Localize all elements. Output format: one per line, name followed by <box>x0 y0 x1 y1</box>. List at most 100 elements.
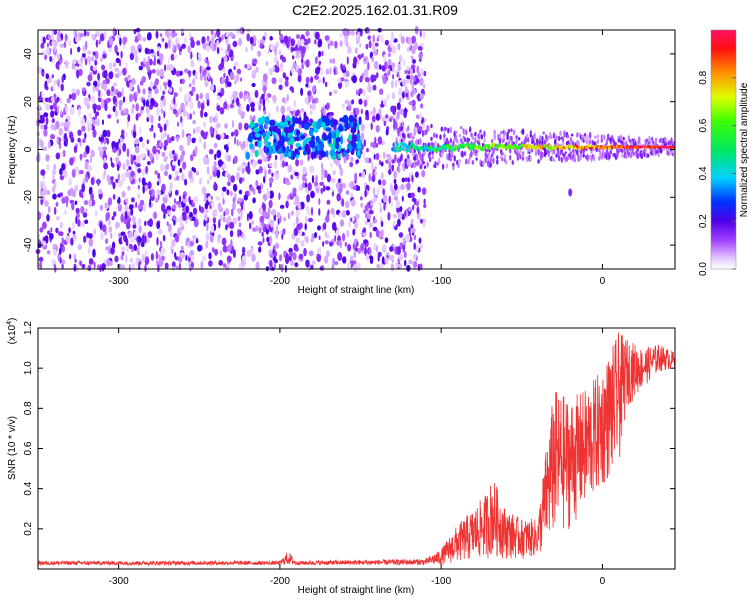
heatmap-cell <box>43 112 49 118</box>
heatmap-cell <box>143 234 147 244</box>
heatmap-cell <box>135 155 141 164</box>
heatmap-cell <box>102 146 107 151</box>
heatmap-cell <box>158 258 164 268</box>
heatmap-cell <box>374 170 377 176</box>
heatmap-cell <box>363 99 368 108</box>
heatmap-cell <box>644 148 647 154</box>
heatmap-cell <box>341 183 347 189</box>
heatmap-cell <box>155 107 161 117</box>
heatmap-cell <box>52 29 58 35</box>
heatmap-cell <box>511 160 514 165</box>
heatmap-cell <box>271 77 277 85</box>
heatmap-cell <box>483 137 486 144</box>
heatmap-cell <box>147 231 153 239</box>
heatmap-cell <box>159 68 164 78</box>
heatmap-cell <box>113 147 117 153</box>
heatmap-cell <box>42 196 45 203</box>
heatmap-cell <box>262 97 266 107</box>
heatmap-cell <box>77 108 81 117</box>
heatmap-cell <box>285 200 289 209</box>
heatmap-cell <box>133 92 137 101</box>
heatmap-cell <box>344 120 349 130</box>
heatmap-cell <box>648 135 651 143</box>
heatmap-cell <box>453 155 456 162</box>
heatmap-cell <box>398 161 401 168</box>
heatmap-cell <box>398 232 404 238</box>
heatmap-cell <box>383 120 387 127</box>
heatmap-cell <box>585 139 588 144</box>
heatmap-cell <box>563 153 566 158</box>
heatmap-cell <box>381 256 385 265</box>
heatmap-cell <box>355 213 360 220</box>
heatmap-cell <box>267 49 270 55</box>
heatmap-cell <box>196 40 201 46</box>
heatmap-cell <box>199 177 202 185</box>
heatmap-cell <box>408 37 412 46</box>
heatmap-cell <box>212 209 217 218</box>
heatmap-cell <box>50 134 55 140</box>
heatmap-cell <box>314 39 317 45</box>
heatmap-cell <box>576 149 579 156</box>
heatmap-cell <box>410 90 414 98</box>
heatmap-cell <box>100 222 102 231</box>
heatmap-cell <box>50 110 55 118</box>
heatmap-cell <box>397 43 401 51</box>
heatmap-cell <box>156 58 161 64</box>
heatmap-cell <box>216 95 221 101</box>
heatmap-cell <box>311 175 315 184</box>
heatmap-cell <box>243 90 248 96</box>
heatmap-cell <box>364 220 369 226</box>
heatmap-cell <box>638 136 641 144</box>
heatmap-cell <box>163 208 168 215</box>
heatmap-cell <box>577 140 580 147</box>
heatmap-cell <box>179 222 184 228</box>
heatmap-cell <box>141 253 146 262</box>
heatmap-cell <box>163 156 168 163</box>
heatmap-cell <box>102 119 104 126</box>
heatmap-cell <box>394 154 397 162</box>
heatmap-cell <box>406 264 411 272</box>
heatmap-cell <box>257 50 262 57</box>
heatmap-cell <box>362 227 367 233</box>
heatmap-cell <box>345 190 350 195</box>
heatmap-cell <box>375 113 380 121</box>
heatmap-cell <box>323 255 329 264</box>
heatmap-cell <box>41 212 44 218</box>
heatmap-cell <box>353 263 359 272</box>
heatmap-cell <box>396 246 401 256</box>
heatmap-cell <box>337 195 342 201</box>
heatmap-cell <box>268 199 273 209</box>
heatmap-cell <box>388 117 393 123</box>
heatmap-cell <box>46 49 51 55</box>
heatmap-cell <box>326 173 331 183</box>
heatmap-cell <box>360 108 363 115</box>
heatmap-cell <box>157 172 161 179</box>
heatmap-cell <box>54 44 57 53</box>
heatmap-cell <box>408 259 413 265</box>
heatmap-cell <box>169 103 172 111</box>
heatmap-cell <box>235 97 240 106</box>
heatmap-cell <box>339 167 343 177</box>
heatmap-cell <box>125 254 128 263</box>
heatmap-cell <box>367 61 370 71</box>
x-tick-label: -100 <box>431 576 451 587</box>
heatmap-cell <box>170 64 174 71</box>
heatmap-cell <box>292 187 297 194</box>
heatmap-cell <box>233 155 238 164</box>
heatmap-cell <box>422 129 424 138</box>
heatmap-cell <box>102 80 107 85</box>
heatmap-cell <box>537 159 540 164</box>
heatmap-cell <box>412 135 415 140</box>
heatmap-cell <box>259 96 262 105</box>
heatmap-cell <box>365 212 368 219</box>
heatmap-cell <box>155 152 159 161</box>
heatmap-cell <box>99 57 104 62</box>
heatmap-cell <box>434 141 437 145</box>
heatmap-cell <box>62 149 66 158</box>
heatmap-cell <box>305 259 310 268</box>
heatmap-cell <box>340 135 343 145</box>
heatmap-cell <box>293 200 297 206</box>
heatmap-cell <box>332 58 336 65</box>
heatmap-cell <box>230 190 233 197</box>
